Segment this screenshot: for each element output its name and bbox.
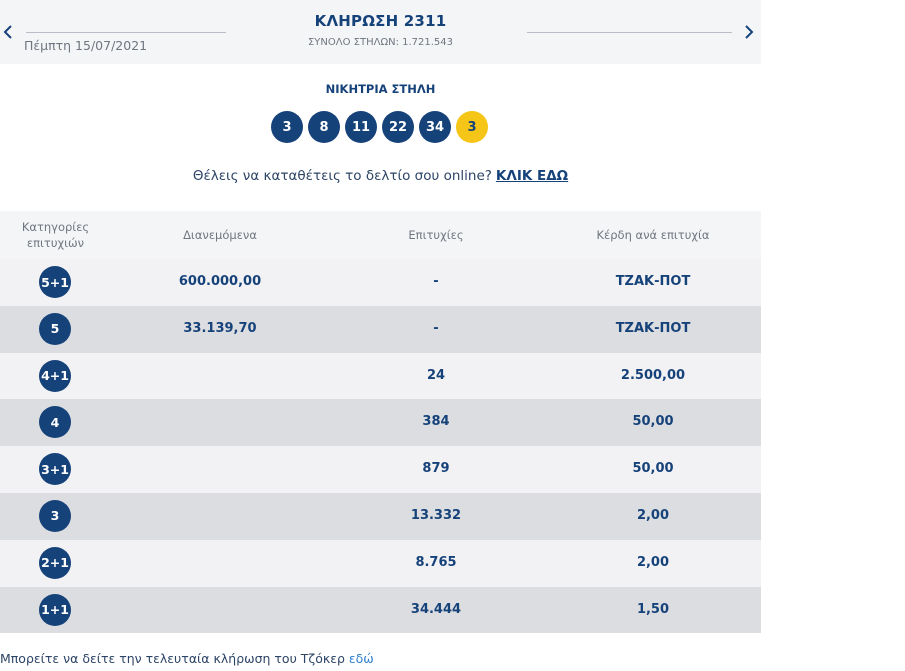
prize-table-header: Κατηγορίες επιτυχιών Διανεμόμενα Επιτυχί… (0, 211, 761, 259)
winning-number-ball: 22 (382, 111, 414, 143)
previous-draw-button[interactable] (0, 22, 16, 42)
header-category-line2: επιτυχιών (26, 236, 85, 250)
winners-cell: 34.444 (410, 601, 462, 617)
winning-numbers: 3 8 11 22 34 3 (271, 111, 488, 143)
header-winners: Επιτυχίες (408, 228, 464, 242)
category-badge: 2+1 (39, 546, 71, 579)
chevron-left-icon (3, 25, 12, 39)
winners-cell: 8.765 (415, 554, 457, 570)
prize-cell: 2,00 (636, 507, 670, 523)
distributed-cell (150, 399, 290, 446)
winners-cell: 384 (422, 414, 450, 430)
latest-joker-link[interactable]: εδώ (348, 651, 374, 666)
draw-title: ΚΛΗΡΩΣΗ 2311 (314, 12, 447, 30)
distributed-cell: 33.139,70 (183, 320, 257, 336)
next-draw-button[interactable] (741, 22, 757, 42)
prize-cell: 50,00 (632, 461, 674, 477)
latest-joker-text: Μπορείτε να δείτε την τελευταία κλήρωση … (0, 651, 349, 666)
prize-table: Κατηγορίες επιτυχιών Διανεμόμενα Επιτυχί… (0, 211, 761, 634)
category-badge: 4 (39, 406, 71, 439)
category-badge: 4+1 (39, 359, 71, 392)
category-badge: 5 (39, 312, 71, 345)
prize-cell: 2.500,00 (620, 367, 686, 383)
prize-cell: ΤΖΑΚ-ΠΟΤ (615, 320, 691, 336)
online-prompt: Θέλεις να καταθέτεις το δελτίο σου onlin… (0, 168, 761, 184)
winners-cell: - (433, 274, 439, 289)
header-divider-left (26, 32, 226, 33)
header-category-line1: Κατηγορίες (21, 220, 90, 234)
distributed-cell (150, 353, 290, 400)
chevron-right-icon (745, 25, 754, 39)
online-click-here-link[interactable]: ΚΛΙΚ ΕΔΩ (495, 168, 569, 184)
table-row: 5+1 600.000,00 - ΤΖΑΚ-ΠΟΤ (0, 259, 761, 306)
winning-number-ball: 8 (308, 111, 340, 143)
draw-date: Πέμπτη 15/07/2021 (24, 38, 148, 53)
winning-column-label: ΝΙΚΗΤΡΙΑ ΣΤΗΛΗ (325, 82, 436, 96)
draw-header: ΚΛΗΡΩΣΗ 2311 ΣΥΝΟΛΟ ΣΤΗΛΩΝ: 1.721.543 Πέ… (0, 0, 761, 64)
prize-cell: 50,00 (632, 414, 674, 430)
distributed-cell (150, 493, 290, 540)
winners-cell: 13.332 (410, 507, 462, 523)
latest-joker-note: Μπορείτε να δείτε την τελευταία κλήρωση … (0, 651, 374, 666)
winning-number-ball: 34 (419, 111, 451, 143)
distributed-cell (150, 540, 290, 587)
header-divider-right (527, 32, 732, 33)
category-badge: 3+1 (39, 453, 71, 486)
winners-cell: 24 (426, 367, 446, 383)
category-badge: 1+1 (39, 593, 71, 626)
table-row: 2+1 8.765 2,00 (0, 539, 761, 587)
joker-number-ball: 3 (456, 111, 488, 143)
header-category: Κατηγορίες επιτυχιών (18, 219, 93, 251)
distributed-cell: 600.000,00 (178, 274, 262, 289)
category-badge: 5+1 (39, 266, 71, 298)
prize-cell: 1,50 (636, 601, 670, 617)
table-row: 4 384 50,00 (0, 399, 761, 447)
table-row: 3 13.332 2,00 (0, 492, 761, 540)
prize-cell: ΤΖΑΚ-ΠΟΤ (615, 274, 691, 289)
table-row: 5 33.139,70 - ΤΖΑΚ-ΠΟΤ (0, 305, 761, 353)
distributed-cell (150, 587, 290, 634)
header-distributed: Διανεμόμενα (183, 228, 257, 242)
winning-number-ball: 11 (345, 111, 377, 143)
table-row: 1+1 34.444 1,50 (0, 586, 761, 634)
distributed-cell (150, 446, 290, 493)
total-columns: ΣΥΝΟΛΟ ΣΤΗΛΩΝ: 1.721.543 (307, 37, 454, 48)
table-row: 4+1 24 2.500,00 (0, 352, 761, 400)
prize-cell: 2,00 (636, 554, 670, 570)
winning-number-ball: 3 (271, 111, 303, 143)
online-prompt-text: Θέλεις να καταθέτεις το δελτίο σου onlin… (192, 168, 492, 184)
table-row: 3+1 879 50,00 (0, 446, 761, 493)
category-badge: 3 (39, 499, 71, 532)
header-prize: Κέρδη ανά επιτυχία (596, 228, 710, 242)
winners-cell: 879 (422, 461, 450, 477)
winners-cell: - (433, 320, 439, 336)
